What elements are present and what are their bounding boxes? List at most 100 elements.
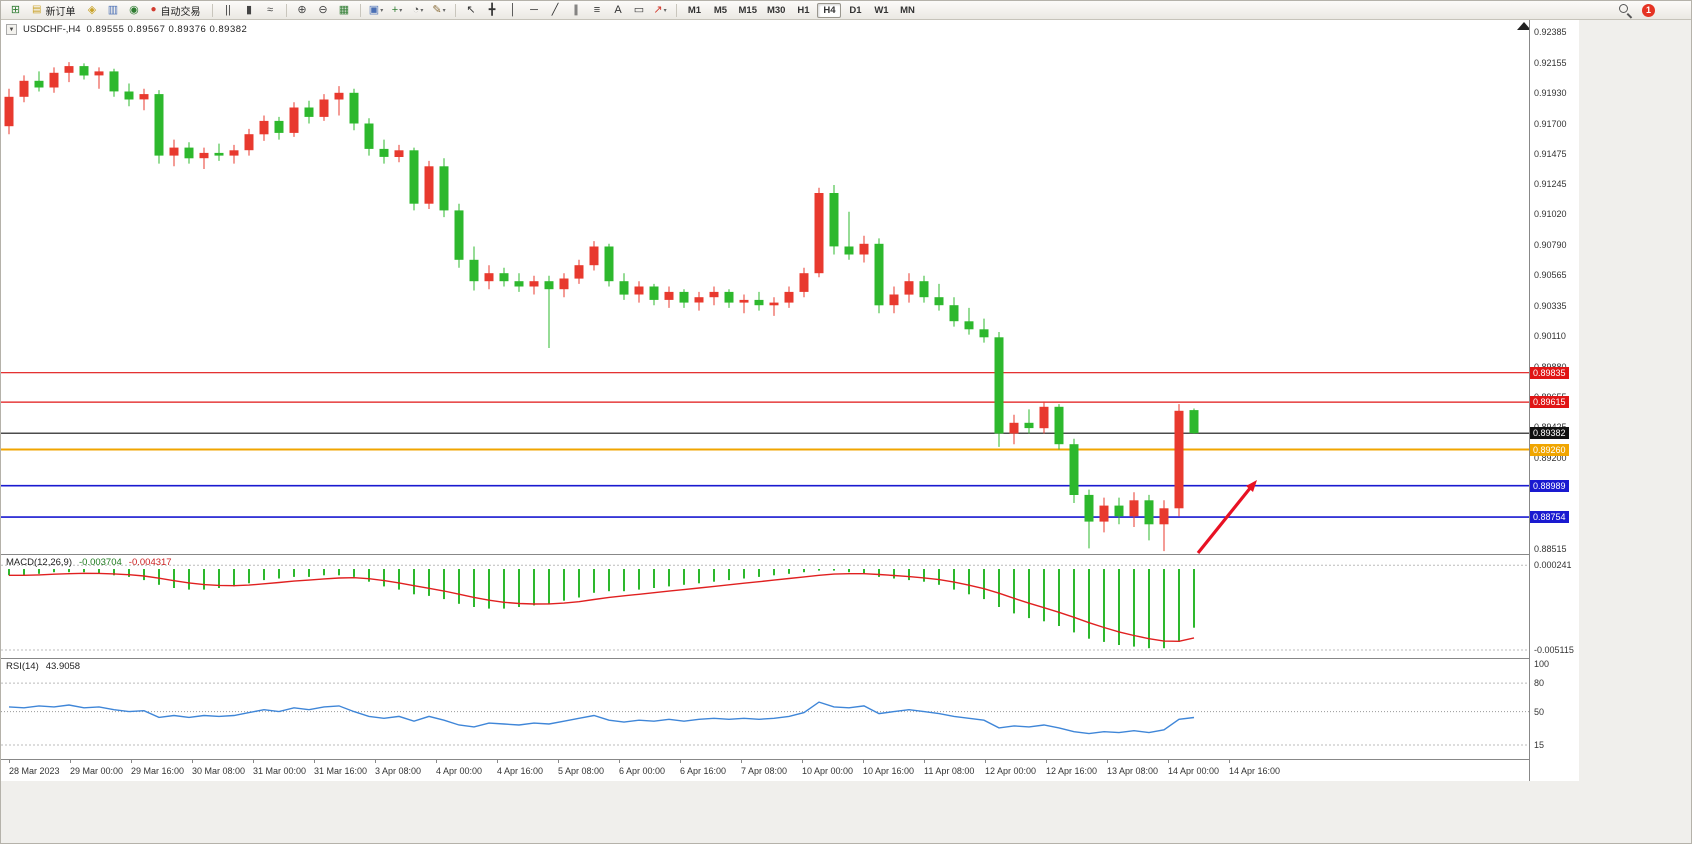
grid-icon-glyph: ▦ <box>338 3 350 16</box>
timeframe-button-W1[interactable]: W1 <box>874 4 889 16</box>
auto-trading-button-label: 自动交易 <box>160 6 201 18</box>
price-tag: 0.89382 <box>1530 427 1569 439</box>
refresh-icon[interactable]: ◉ <box>123 2 144 19</box>
price-axis-label: 0.92155 <box>1534 58 1567 68</box>
trend-arrow-annotation[interactable] <box>1196 480 1257 555</box>
label-icon[interactable]: ▭ <box>629 2 650 19</box>
channel-icon-glyph: ∥ <box>573 3 579 16</box>
time-axis-label: 28 Mar 2023 <box>9 766 60 776</box>
chevron-down-icon: ▾ <box>420 7 424 14</box>
time-axis-tick <box>802 760 803 763</box>
time-axis[interactable]: 28 Mar 2023 29 Mar 00:00 29 Mar 16:00 30 Ma… <box>1 759 1529 781</box>
timeframe-button-M15[interactable]: M15 <box>738 4 757 16</box>
zoom-out-icon[interactable]: ⊖ <box>313 2 334 19</box>
toolbar-buttons: ⊞ ▤ 新订单 ◈ ▥ ◉ ● 自动交易 || ▮ ≈ ⊕ ⊖ ▦ ▣ ▾ + ▾ ◔ ▾ ✎ ▾ ↖ ╋ │ ─ ╱ ∥ ≡ A ▭ ↗ ▾ M… <box>5 1 1618 19</box>
time-axis-label: 12 Apr 16:00 <box>1046 766 1098 776</box>
timeframe-button-M30[interactable]: M30 <box>766 4 786 16</box>
compass-icon[interactable]: ◈ <box>81 2 102 19</box>
line-chart-icon[interactable]: ≈ <box>260 2 281 19</box>
text-icon[interactable]: A <box>608 2 629 19</box>
time-axis-tick <box>558 760 559 763</box>
toolbar-separator <box>675 3 677 17</box>
price-axis-label: 0.91700 <box>1534 119 1567 129</box>
symbol-dropdown-icon[interactable]: ▼ <box>6 24 17 35</box>
timeframe-button-M5[interactable]: M5 <box>713 4 728 16</box>
macd-panel[interactable] <box>1 554 1529 658</box>
chart-shift-marker-icon[interactable] <box>1517 22 1531 30</box>
trendline-icon[interactable]: ╱ <box>545 2 566 19</box>
horizontal-line-icon[interactable]: ─ <box>524 2 545 19</box>
main-chart-plot[interactable] <box>1 20 1531 555</box>
time-axis-tick <box>436 760 437 763</box>
time-axis-tick <box>863 760 864 763</box>
fibonacci-icon-glyph: ≡ <box>593 3 601 16</box>
auto-trading-button[interactable]: ● 自动交易 <box>144 2 206 19</box>
chart-title-bar: ▼ USDCHF-,H4 0.89555 0.89567 0.89376 0.8… <box>6 24 247 35</box>
time-axis-tick <box>1168 760 1169 763</box>
bar-chart-icon[interactable]: || <box>218 2 239 19</box>
channel-icon[interactable]: ∥ <box>566 2 587 19</box>
time-axis-label: 3 Apr 08:00 <box>375 766 422 776</box>
timeframe-button-D1[interactable]: D1 <box>849 4 862 16</box>
time-axis-tick <box>1107 760 1108 763</box>
timeframe-button-H4[interactable]: H4 <box>817 2 842 18</box>
search-icon[interactable] <box>1618 3 1633 19</box>
rsi-panel[interactable] <box>1 658 1529 759</box>
cursor-icon[interactable]: ↖ <box>461 2 482 19</box>
price-axis-label: 0.90335 <box>1534 301 1567 311</box>
timeframe-button-H1[interactable]: H1 <box>797 4 810 16</box>
chart-ohlc-values: 0.89555 0.89567 0.89376 0.89382 <box>86 24 248 35</box>
indicators-icon[interactable]: + ▾ <box>387 2 408 19</box>
zoom-out-icon-glyph: ⊖ <box>318 3 328 16</box>
toolbar-right: 1 <box>1618 3 1655 19</box>
new-order-button[interactable]: ▤ 新订单 <box>26 2 81 19</box>
trendline-icon-glyph: ╱ <box>551 3 559 16</box>
tile-windows-icon[interactable]: ▣ ▾ <box>366 2 387 19</box>
time-axis-tick <box>497 760 498 763</box>
rsi-value: 43.9058 <box>45 661 81 672</box>
rsi-label-row: RSI(14) 43.9058 <box>6 661 80 672</box>
main-chart-area[interactable] <box>1 20 1531 555</box>
price-axis-label: 0.90565 <box>1534 270 1567 280</box>
time-axis-label: 10 Apr 00:00 <box>802 766 854 776</box>
vertical-line-icon[interactable]: │ <box>503 2 524 19</box>
time-axis-tick <box>985 760 986 763</box>
window-background-right <box>1580 20 1691 843</box>
grid-icon[interactable]: ▦ <box>334 2 355 19</box>
macd-signal-value: -0.004317 <box>128 557 172 568</box>
price-axis-label: 0.89200 <box>1534 453 1567 463</box>
templates-icon[interactable]: ✎ ▾ <box>429 2 450 19</box>
periods-icon[interactable]: ◔ ▾ <box>408 2 429 19</box>
time-axis-label: 4 Apr 16:00 <box>497 766 544 776</box>
price-axis-label: 0.91245 <box>1534 179 1567 189</box>
crosshair-icon[interactable]: ╋ <box>482 2 503 19</box>
templates-icon-glyph: ✎ <box>432 3 442 16</box>
time-axis-label: 10 Apr 16:00 <box>863 766 915 776</box>
candlestick-chart-icon[interactable]: ▮ <box>239 2 260 19</box>
price-tag: 0.89260 <box>1530 444 1569 456</box>
notification-badge[interactable]: 1 <box>1642 3 1655 17</box>
toolbar-separator <box>359 3 361 17</box>
macd-plot[interactable] <box>1 554 1529 658</box>
horizontal-line-icon-glyph: ─ <box>530 3 538 16</box>
new-chart-icon[interactable]: ⊞ <box>5 2 26 19</box>
time-axis-label: 11 Apr 08:00 <box>924 766 975 776</box>
price-axis[interactable]: 0.92385 0.92155 0.91930 0.91700 0.91475 0.912… <box>1529 20 1579 781</box>
rsi-plot[interactable] <box>1 658 1529 759</box>
timeframe-button-M1[interactable]: M1 <box>687 4 702 16</box>
text-icon-glyph: A <box>614 3 622 16</box>
arrows-icon[interactable]: ↗ ▾ <box>650 2 671 19</box>
rsi-axis-label: 50 <box>1534 707 1545 717</box>
timeframe-button-MN[interactable]: MN <box>900 4 915 16</box>
layouts-icon[interactable]: ▥ <box>102 2 123 19</box>
price-axis-label: 0.91020 <box>1534 209 1567 219</box>
zoom-in-icon[interactable]: ⊕ <box>292 2 313 19</box>
macd-signal-line <box>9 572 1195 643</box>
chevron-down-icon: ▾ <box>663 7 667 14</box>
time-axis-label: 29 Mar 16:00 <box>131 766 185 776</box>
cursor-icon-glyph: ↖ <box>466 3 476 16</box>
fibonacci-icon[interactable]: ≡ <box>587 2 608 19</box>
price-axis-label: 0.90110 <box>1534 331 1566 341</box>
chevron-down-icon: ▾ <box>399 7 403 14</box>
